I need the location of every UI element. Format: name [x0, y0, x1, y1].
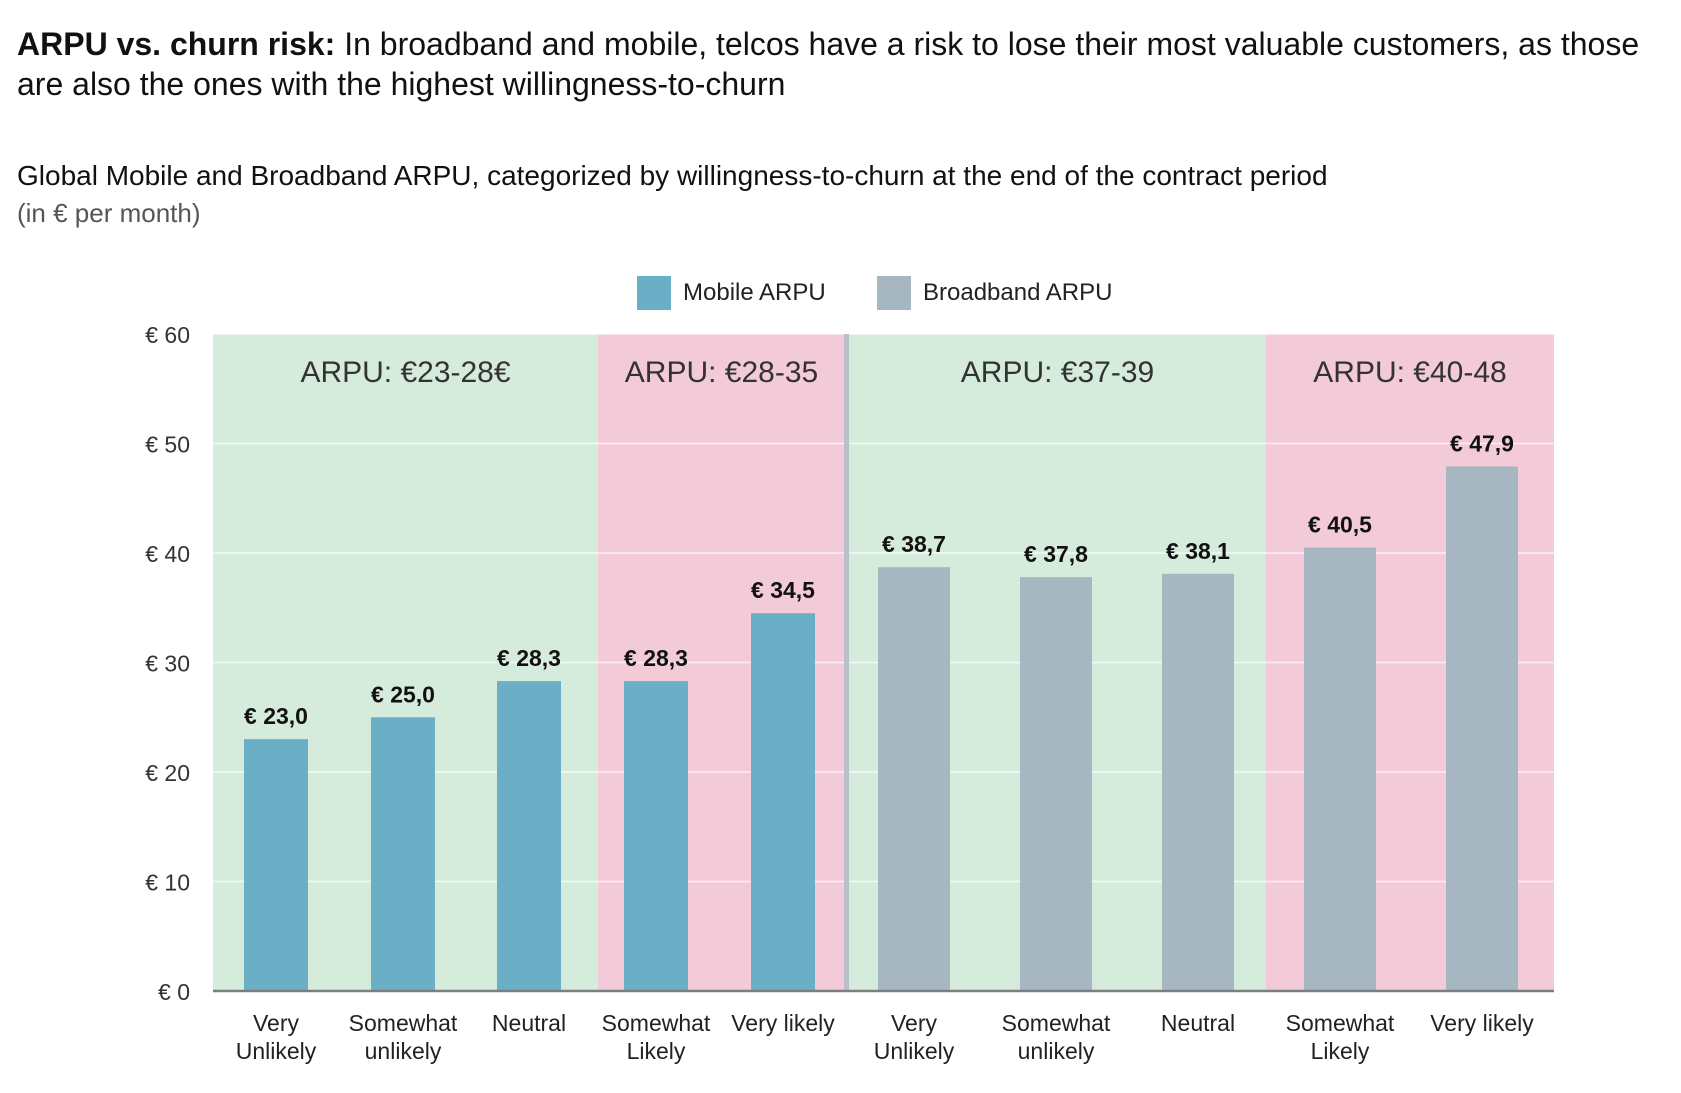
bar-mobile-5	[751, 613, 815, 991]
legend-swatch-mobile	[637, 276, 671, 310]
x-tick-label-1: Very Unlikely	[236, 1010, 317, 1064]
bar-broadband-5	[1446, 466, 1518, 991]
chart-subtitle: Global Mobile and Broadband ARPU, catego…	[17, 160, 1328, 191]
bar-mobile-4	[624, 681, 688, 991]
headline-text: In broadband and mobile, telcos have a r…	[17, 26, 1640, 102]
data-label-mobile-2: € 25,0	[371, 681, 435, 707]
unit-note: (in € per month)	[17, 198, 201, 228]
x-tick-label-2: Somewhat unlikely	[349, 1010, 458, 1064]
legend-label-broadband: Broadband ARPU	[923, 279, 1113, 306]
bar-mobile-2	[371, 717, 435, 991]
band-label-1: ARPU: €23-28€	[300, 356, 510, 389]
x-tick-label-3: Neutral	[492, 1010, 566, 1036]
x-tick-label-9: Somewhat Likely	[1286, 1010, 1395, 1064]
bar-broadband-2	[1020, 577, 1092, 991]
legend-item-mobile: Mobile ARPU	[637, 276, 826, 310]
y-tick-label-10: € 10	[145, 870, 190, 896]
y-tick-label-50: € 50	[145, 432, 190, 458]
data-label-broadband-2: € 37,8	[1024, 541, 1088, 567]
x-tick-label-7: Somewhat unlikely	[1002, 1010, 1111, 1064]
band-label-2: ARPU: €28-35	[625, 356, 818, 389]
y-tick-label-60: € 60	[145, 322, 190, 348]
bar-mobile-1	[244, 739, 308, 991]
data-label-mobile-3: € 28,3	[497, 645, 561, 671]
bar-broadband-1	[878, 567, 950, 991]
data-label-broadband-1: € 38,7	[882, 531, 946, 557]
y-tick-label-40: € 40	[145, 541, 190, 567]
data-label-broadband-3: € 38,1	[1166, 538, 1230, 564]
headline-bold: ARPU vs. churn risk:	[17, 26, 336, 62]
data-label-broadband-4: € 40,5	[1308, 512, 1372, 538]
data-label-mobile-4: € 28,3	[624, 645, 688, 671]
data-label-mobile-1: € 23,0	[244, 703, 308, 729]
legend-swatch-broadband	[877, 276, 911, 310]
data-label-broadband-5: € 47,9	[1450, 430, 1514, 456]
bar-mobile-3	[497, 681, 561, 991]
band-label-4: ARPU: €40-48	[1313, 356, 1506, 389]
y-tick-label-0: € 0	[158, 979, 190, 1005]
headline: ARPU vs. churn risk: In broadband and mo…	[17, 24, 1657, 104]
x-tick-label-10: Very likely	[1430, 1010, 1534, 1036]
legend-item-broadband: Broadband ARPU	[877, 276, 1112, 310]
band-label-3: ARPU: €37-39	[961, 356, 1154, 389]
x-tick-label-4: Somewhat Likely	[602, 1010, 711, 1064]
x-tick-label-5: Very likely	[731, 1010, 835, 1036]
bar-broadband-3	[1162, 573, 1234, 991]
y-tick-label-30: € 30	[145, 651, 190, 677]
bar-broadband-4	[1304, 547, 1376, 991]
y-tick-label-20: € 20	[145, 760, 190, 786]
series-divider	[844, 334, 849, 991]
legend-label-mobile: Mobile ARPU	[683, 279, 826, 306]
data-label-mobile-5: € 34,5	[751, 577, 815, 603]
x-tick-label-6: Very Unlikely	[874, 1010, 955, 1064]
x-tick-label-8: Neutral	[1161, 1010, 1235, 1036]
